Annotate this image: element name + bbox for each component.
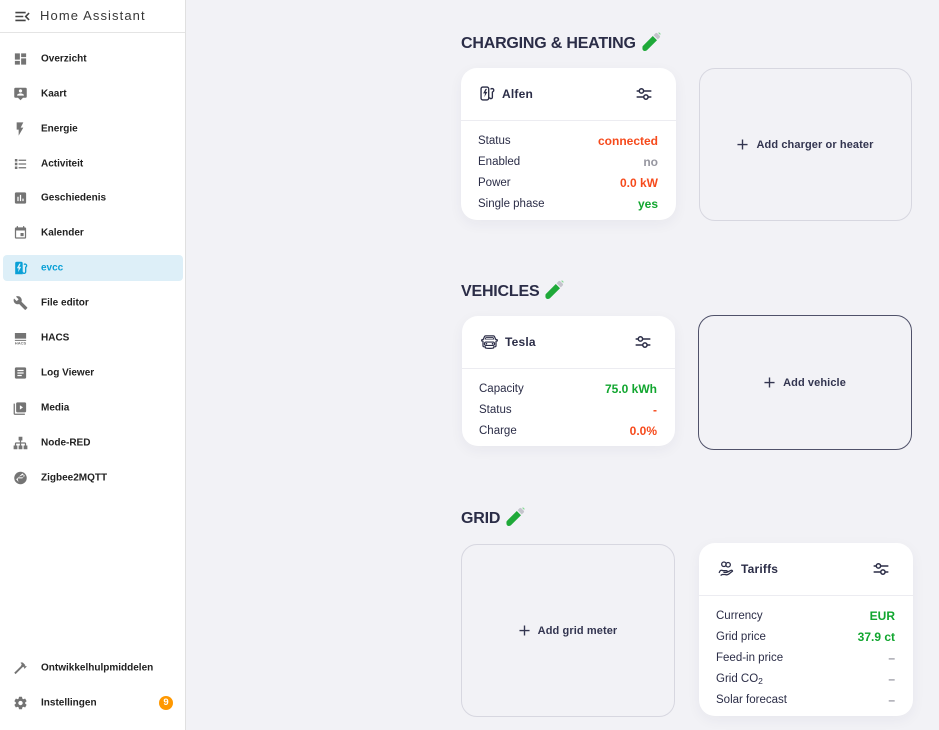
svg-text:HACS: HACS [15, 340, 27, 345]
